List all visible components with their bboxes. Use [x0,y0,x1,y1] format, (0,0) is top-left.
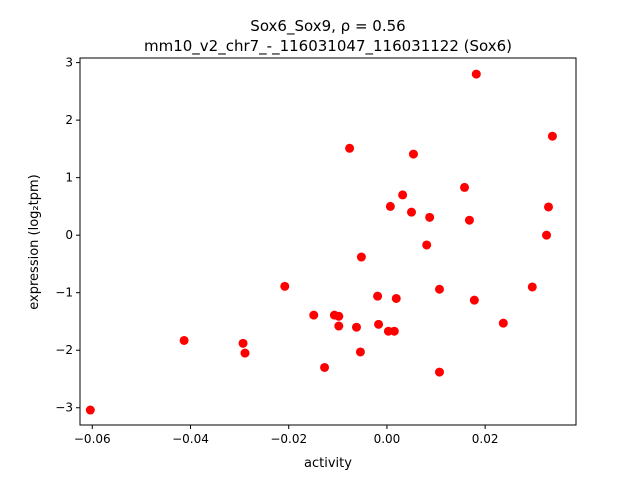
data-point [240,348,250,358]
data-point [385,201,395,211]
y-tick-label: −1 [55,286,73,300]
data-point [238,338,248,348]
data-point [398,190,408,200]
data-point [471,69,481,79]
data-point [434,367,444,377]
x-tick-label: 0.02 [472,432,499,446]
x-tick-label: −0.06 [74,432,111,446]
data-point [356,252,366,262]
data-point [309,310,319,320]
y-tick-label: −2 [55,343,73,357]
data-point [542,230,552,240]
y-axis-label: expression (log₂tpm) [27,174,42,309]
x-tick-label: −0.04 [172,432,209,446]
x-axis-label: activity [304,456,352,471]
data-point [389,326,399,336]
data-point [355,347,365,357]
data-point [498,318,508,328]
data-point [374,319,384,329]
x-tick-label: 0.00 [374,432,401,446]
data-point [334,311,344,321]
data-point [469,295,479,305]
data-point [320,362,330,372]
data-point [85,405,95,415]
y-tick-label: 3 [65,56,73,70]
data-point [334,321,344,331]
data-point [460,182,470,192]
y-tick-label: 2 [65,113,73,127]
data-point [391,293,401,303]
data-point [179,335,189,345]
chart-title-line2: mm10_v2_chr7_-_116031047_116031122 (Sox6… [144,37,512,56]
data-point [373,291,383,301]
y-tick-label: 0 [65,228,73,242]
x-tick-label: −0.02 [270,432,307,446]
data-point [280,281,290,291]
data-point [425,212,435,222]
plot-area [79,57,577,426]
data-point [406,207,416,217]
data-point [464,215,474,225]
data-point [547,131,557,141]
data-point [434,284,444,294]
chart-title-line1: Sox6_Sox9, ρ = 0.56 [250,17,405,36]
y-tick-label: −3 [55,401,73,415]
data-point [543,202,553,212]
data-point [345,143,355,153]
data-point [527,282,537,292]
data-point [422,240,432,250]
y-tick-label: 1 [65,171,73,185]
data-point [351,322,361,332]
data-point [408,149,418,159]
